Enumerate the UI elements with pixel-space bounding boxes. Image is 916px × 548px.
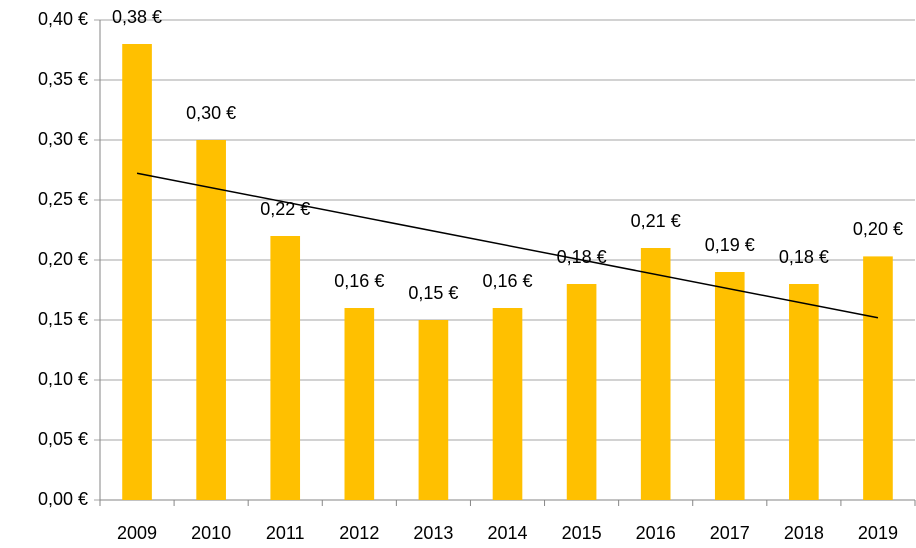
y-tick-label: 0,10 € bbox=[38, 369, 88, 389]
x-tick-label: 2014 bbox=[487, 523, 527, 543]
value-label: 0,15 € bbox=[408, 283, 458, 303]
value-label: 0,16 € bbox=[482, 271, 532, 291]
y-tick-label: 0,30 € bbox=[38, 129, 88, 149]
bar bbox=[789, 284, 819, 500]
bar bbox=[270, 236, 301, 500]
y-tick-label: 0,20 € bbox=[38, 249, 88, 269]
y-tick-label: 0,40 € bbox=[38, 9, 88, 29]
x-tick-label: 2016 bbox=[636, 523, 676, 543]
x-tick-label: 2010 bbox=[191, 523, 231, 543]
x-tick-label: 2017 bbox=[710, 523, 750, 543]
bar bbox=[196, 140, 226, 500]
value-label: 0,21 € bbox=[631, 211, 681, 231]
bar bbox=[418, 320, 449, 500]
y-tick-label: 0,15 € bbox=[38, 309, 88, 329]
bar bbox=[344, 308, 375, 500]
x-tick-label: 2018 bbox=[784, 523, 824, 543]
y-tick-label: 0,00 € bbox=[38, 489, 88, 509]
x-tick-label: 2019 bbox=[858, 523, 898, 543]
bar bbox=[566, 284, 597, 500]
value-label: 0,20 € bbox=[853, 219, 903, 239]
value-label: 0,16 € bbox=[334, 271, 384, 291]
bar bbox=[122, 44, 152, 500]
bar bbox=[492, 308, 523, 500]
x-tick-label: 2013 bbox=[413, 523, 453, 543]
value-label: 0,19 € bbox=[705, 235, 755, 255]
x-tick-label: 2015 bbox=[562, 523, 602, 543]
trend-line bbox=[136, 172, 879, 319]
bar bbox=[714, 272, 745, 500]
bar bbox=[863, 256, 893, 500]
value-label: 0,38 € bbox=[112, 7, 162, 27]
x-tick-label: 2012 bbox=[339, 523, 379, 543]
y-tick-label: 0,25 € bbox=[38, 189, 88, 209]
value-label: 0,18 € bbox=[779, 247, 829, 267]
x-tick-label: 2011 bbox=[266, 523, 305, 543]
y-tick-label: 0,05 € bbox=[38, 429, 88, 449]
bar bbox=[640, 248, 671, 500]
y-tick-label: 0,35 € bbox=[38, 69, 88, 89]
value-label: 0,22 € bbox=[260, 199, 310, 219]
x-tick-label: 2009 bbox=[117, 523, 157, 543]
value-label: 0,30 € bbox=[186, 103, 236, 123]
